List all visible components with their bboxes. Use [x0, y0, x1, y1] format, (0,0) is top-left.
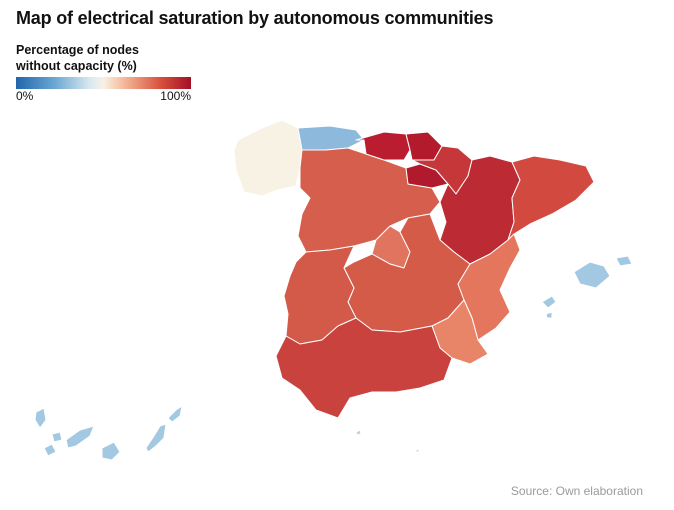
region-canarias-fuerteventura[interactable] — [146, 424, 166, 452]
region-canarias-el-hierro[interactable] — [44, 444, 56, 456]
region-baleares-ibiza[interactable] — [542, 296, 556, 308]
region-canarias-gran-canaria[interactable] — [102, 442, 120, 460]
region-canarias-tenerife[interactable] — [66, 426, 94, 448]
region-cataluna[interactable] — [508, 156, 594, 240]
region-baleares-formentera[interactable] — [546, 312, 552, 318]
region-baleares-mallorca[interactable] — [574, 262, 610, 288]
region-galicia[interactable] — [234, 120, 302, 196]
region-canarias-la-gomera[interactable] — [52, 432, 62, 442]
region-ceuta[interactable] — [356, 430, 361, 435]
spain-map — [0, 0, 674, 510]
region-melilla[interactable] — [416, 449, 419, 452]
region-canarias-lanzarote[interactable] — [168, 406, 182, 422]
region-canarias-la-palma[interactable] — [35, 408, 46, 428]
source-note: Source: Own elaboration — [511, 484, 643, 498]
region-baleares-menorca[interactable] — [616, 256, 632, 266]
region-asturias[interactable] — [298, 126, 364, 150]
